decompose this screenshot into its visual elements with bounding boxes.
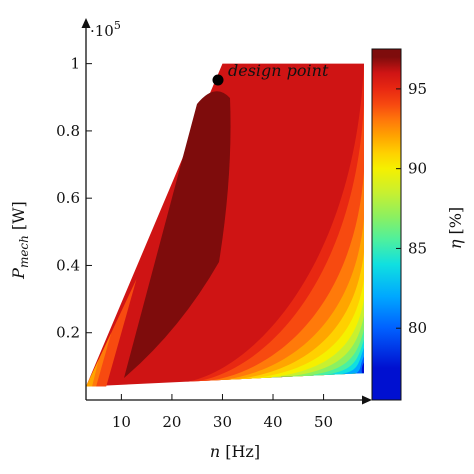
- colorbar-tick-label: 90: [408, 160, 427, 178]
- x-tick-label: 50: [314, 413, 333, 431]
- x-tick-label: 40: [263, 413, 282, 431]
- contour-band: [190, 63, 364, 387]
- x-tick-label: 30: [213, 413, 232, 431]
- y-tick-label: 0.8: [56, 122, 80, 140]
- y-multiplier: ·105: [90, 19, 121, 40]
- x-tick-label: 10: [112, 413, 131, 431]
- colorbar-gradient: [372, 49, 401, 400]
- x-axis-label-var: n: [210, 442, 220, 461]
- colorbar-tick-label: 85: [408, 239, 427, 257]
- y-ticks: 0.2 0.4 0.6 0.8 1: [56, 55, 92, 342]
- y-axis-arrowhead: [81, 18, 91, 28]
- contour-band: [86, 359, 99, 387]
- x-tick-label: 20: [162, 413, 181, 431]
- plot-area: [86, 63, 364, 387]
- colorbar-frame: [371, 48, 402, 401]
- x-ticks: 10 20 30 40 50: [112, 394, 333, 431]
- y-axis-label: Pmech[W]: [9, 201, 31, 280]
- contour-band-group: [190, 63, 364, 387]
- axes: 10 20 30 40 50 0.2 0.4 0.6 0.8 1: [56, 18, 372, 431]
- contour-band-peak: [124, 91, 231, 379]
- y-tick-label: 0.6: [56, 189, 80, 207]
- design-point-label: design point: [228, 61, 329, 80]
- x-axis-arrowhead: [362, 395, 372, 405]
- colorbar-tick-label: 80: [408, 319, 427, 337]
- x-axis-label: n [Hz]: [210, 442, 260, 461]
- colorbar-tick-label: 95: [408, 80, 427, 98]
- y-tick-label: 1: [70, 55, 80, 73]
- colorbar-ticks: 80 85 90 95: [396, 80, 427, 337]
- y-tick-label: 0.4: [56, 256, 80, 274]
- y-tick-label: 0.2: [56, 324, 80, 342]
- colorbar: 80 85 90 95 η[%]: [371, 48, 465, 401]
- design-point-marker: [212, 74, 224, 86]
- x-axis-label-unit: [Hz]: [225, 442, 260, 461]
- contour-band: [86, 332, 112, 387]
- colorbar-label: η[%]: [446, 207, 465, 249]
